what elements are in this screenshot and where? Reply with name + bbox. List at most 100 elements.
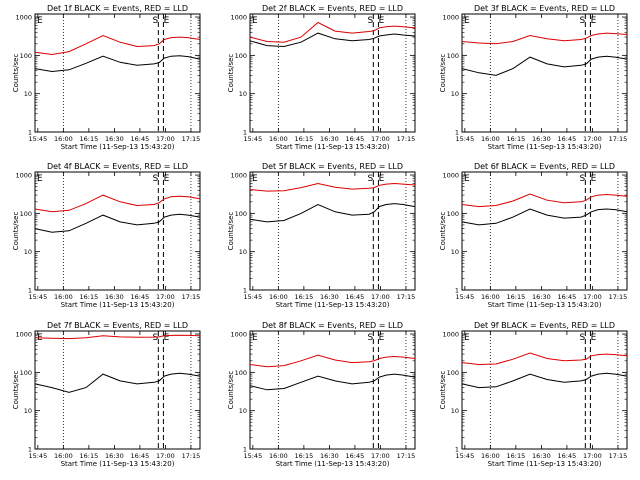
s-marker-label: S: [152, 333, 158, 343]
x-axis-label: Start Time (11-Sep-13 15:43:20): [61, 301, 175, 309]
x-tick-label: 16:30: [105, 293, 124, 301]
x-tick-label: 17:15: [182, 452, 201, 460]
y-tick-label: 10: [451, 90, 459, 98]
y-tick-label: 100: [235, 369, 247, 377]
plot-frame: [461, 330, 628, 450]
start-marker-label: E: [37, 16, 43, 26]
x-tick-label: 16:45: [346, 452, 365, 460]
y-tick-label: 10: [239, 248, 247, 256]
lld-series-line: [249, 21, 416, 43]
plot-frame: [249, 171, 416, 291]
start-marker-label: E: [252, 16, 258, 26]
y-tick-label: 10: [24, 407, 32, 415]
x-tick-label: 17:15: [397, 452, 416, 460]
y-axis-label: Counts/sec: [227, 54, 235, 93]
chart-title: Det 8f BLACK = Events, RED = LLD: [262, 321, 403, 330]
x-tick-label: 15:45: [28, 135, 47, 143]
e-marker-label: E: [379, 174, 385, 184]
s-marker-label: S: [367, 16, 373, 26]
lld-series-line: [461, 352, 628, 366]
s-marker-label: S: [579, 174, 585, 184]
y-tick-label: 100: [235, 210, 247, 218]
events-series-line: [249, 373, 416, 391]
y-tick-label: 1: [455, 287, 459, 295]
x-tick-label: 17:00: [583, 135, 602, 143]
chart-title: Det 7f BLACK = Events, RED = LLD: [47, 321, 188, 330]
s-marker-label: S: [152, 16, 158, 26]
chart-title: Det 9f BLACK = Events, RED = LLD: [474, 321, 615, 330]
start-marker-label: E: [464, 174, 470, 184]
events-series-line: [461, 372, 628, 389]
y-tick-label: 10: [451, 248, 459, 256]
x-tick-label: 16:00: [269, 293, 288, 301]
x-tick-label: 16:15: [295, 135, 314, 143]
y-tick-label: 1: [455, 129, 459, 137]
x-axis-label: Start Time (11-Sep-13 15:43:20): [276, 460, 390, 468]
x-tick-label: 15:45: [455, 135, 474, 143]
y-axis-label: Counts/sec: [12, 371, 20, 410]
x-tick-label: 15:45: [455, 452, 474, 460]
s-marker-label: S: [152, 174, 158, 184]
s-marker-label: S: [579, 16, 585, 26]
start-marker-label: E: [252, 333, 258, 343]
x-tick-label: 15:45: [243, 293, 262, 301]
e-marker-label: E: [164, 174, 170, 184]
x-tick-label: 17:00: [583, 452, 602, 460]
events-series-line: [461, 208, 628, 226]
e-marker-label: E: [591, 16, 597, 26]
x-tick-label: 16:00: [269, 452, 288, 460]
chart-title: Det 5f BLACK = Events, RED = LLD: [262, 162, 403, 171]
x-tick-label: 16:45: [346, 135, 365, 143]
x-tick-label: 16:00: [481, 452, 500, 460]
y-axis-label: Counts/sec: [12, 54, 20, 93]
x-axis-label: Start Time (11-Sep-13 15:43:20): [488, 301, 602, 309]
y-tick-label: 100: [20, 52, 32, 60]
y-tick-label: 100: [235, 52, 247, 60]
chart-title: Det 6f BLACK = Events, RED = LLD: [474, 162, 615, 171]
chart-panel-6: Det 6f BLACK = Events, RED = LLD 1 10 100 10…: [439, 162, 628, 309]
events-series-line: [34, 213, 201, 233]
lld-series-line: [34, 334, 201, 340]
y-tick-label: 1: [28, 287, 32, 295]
y-tick-label: 1: [28, 129, 32, 137]
plot-frame: [249, 13, 416, 133]
x-tick-label: 17:15: [182, 135, 201, 143]
y-tick-label: 1: [243, 446, 247, 454]
x-tick-label: 16:30: [532, 135, 551, 143]
x-axis-label: Start Time (11-Sep-13 15:43:20): [61, 143, 175, 151]
x-tick-label: 16:15: [80, 452, 99, 460]
x-tick-label: 16:45: [558, 293, 577, 301]
x-tick-label: 16:15: [507, 452, 526, 460]
chart-panel-3: Det 3f BLACK = Events, RED = LLD 1 10 100 10…: [439, 4, 628, 151]
chart-panel-7: Det 7f BLACK = Events, RED = LLD 1 10 100 10…: [12, 321, 201, 468]
lld-series-line: [461, 193, 628, 208]
y-tick-label: 1000: [15, 172, 32, 180]
x-tick-label: 17:15: [397, 135, 416, 143]
plot-frame: [461, 13, 628, 133]
x-tick-label: 16:15: [507, 293, 526, 301]
start-marker-label: E: [37, 174, 43, 184]
x-tick-label: 16:30: [320, 135, 339, 143]
x-tick-label: 16:45: [131, 293, 150, 301]
y-tick-label: 10: [239, 90, 247, 98]
x-tick-label: 16:45: [346, 293, 365, 301]
x-tick-label: 16:30: [532, 293, 551, 301]
start-marker-label: E: [252, 174, 258, 184]
y-tick-label: 1000: [230, 331, 247, 339]
x-tick-label: 16:00: [54, 452, 73, 460]
chart-panel-2: Det 2f BLACK = Events, RED = LLD 1 10 100 10…: [227, 4, 416, 151]
chart-panel-1: Det 1f BLACK = Events, RED = LLD 1 10 100 10…: [12, 4, 201, 151]
x-tick-label: 16:15: [295, 293, 314, 301]
y-tick-label: 10: [24, 248, 32, 256]
chart-title: Det 2f BLACK = Events, RED = LLD: [262, 4, 403, 13]
y-tick-label: 10: [24, 90, 32, 98]
x-tick-label: 16:15: [80, 135, 99, 143]
events-series-line: [34, 55, 201, 73]
x-tick-label: 15:45: [243, 452, 262, 460]
lld-series-line: [34, 34, 201, 56]
x-tick-label: 15:45: [243, 135, 262, 143]
x-tick-label: 16:30: [320, 452, 339, 460]
s-marker-label: S: [579, 333, 585, 343]
x-tick-label: 17:00: [583, 293, 602, 301]
y-axis-label: Counts/sec: [227, 371, 235, 410]
